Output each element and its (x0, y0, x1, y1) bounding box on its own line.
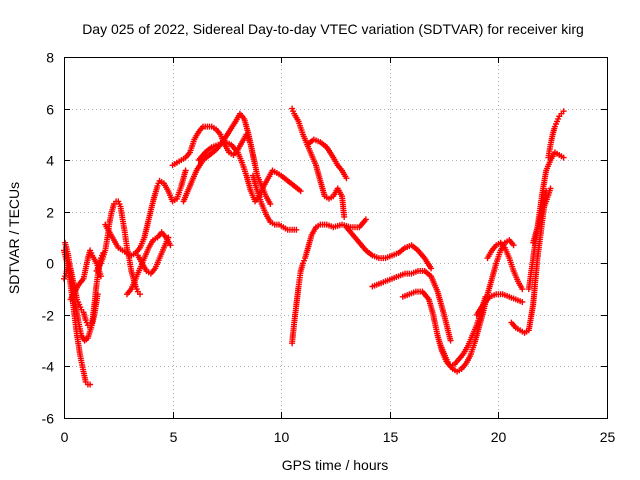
data-point (297, 188, 304, 195)
data-point (547, 185, 554, 192)
data-point (165, 234, 172, 241)
series-trace-l (250, 172, 300, 233)
x-tick-label: 0 (61, 429, 69, 445)
x-tick-label: 25 (600, 429, 616, 445)
series-trace-c (62, 239, 101, 344)
data-point (519, 286, 526, 293)
series-trace-o (289, 216, 369, 347)
series-trace-k (195, 139, 304, 205)
series-trace-s (436, 237, 517, 375)
data-point (97, 273, 104, 280)
data-points (61, 105, 567, 388)
data-point (94, 291, 101, 298)
series-trace-q (369, 268, 454, 344)
data-point (137, 291, 143, 298)
data-point (341, 213, 348, 220)
y-axis-label: SDTVAR / TECUs (6, 182, 22, 294)
y-tick-label: -4 (42, 359, 55, 375)
series-trace-h (134, 234, 172, 277)
y-tick-label: 0 (46, 256, 54, 272)
series-trace-y (530, 185, 554, 246)
series-trace-u (484, 239, 526, 293)
data-point (428, 265, 435, 272)
y-tick-label: 4 (46, 153, 54, 169)
series-trace-f (102, 167, 189, 259)
chart-title: Day 025 of 2022, Sidereal Day-to-day VTE… (82, 21, 584, 37)
y-tick-label: -6 (42, 411, 55, 427)
series-trace-t (473, 291, 526, 318)
data-point (519, 299, 526, 305)
y-tick-label: 6 (46, 102, 54, 118)
plot-frame (64, 57, 608, 419)
data-point (560, 108, 567, 115)
grid (64, 57, 607, 418)
x-tick-label: 5 (170, 429, 178, 445)
data-point (362, 216, 369, 223)
data-point (343, 175, 350, 182)
x-tick-label: 20 (491, 429, 507, 445)
series-trace-p (343, 224, 435, 272)
x-tick-label: 15 (383, 429, 399, 445)
y-tick-label: 8 (46, 50, 54, 66)
data-point (447, 337, 454, 344)
data-point (510, 242, 517, 249)
data-point (560, 154, 567, 161)
series-trace-n (304, 136, 350, 182)
data-point (167, 242, 174, 249)
data-point (267, 201, 274, 207)
data-point (293, 226, 300, 233)
data-point (87, 381, 94, 388)
y-tick-label: 2 (46, 205, 54, 221)
series-trace-x (545, 108, 567, 161)
x-axis-label: GPS time / hours (282, 457, 389, 473)
series-trace-w (525, 149, 567, 293)
y-tick-label: -2 (42, 308, 55, 324)
data-point (182, 167, 189, 174)
x-tick-label: 10 (274, 429, 290, 445)
